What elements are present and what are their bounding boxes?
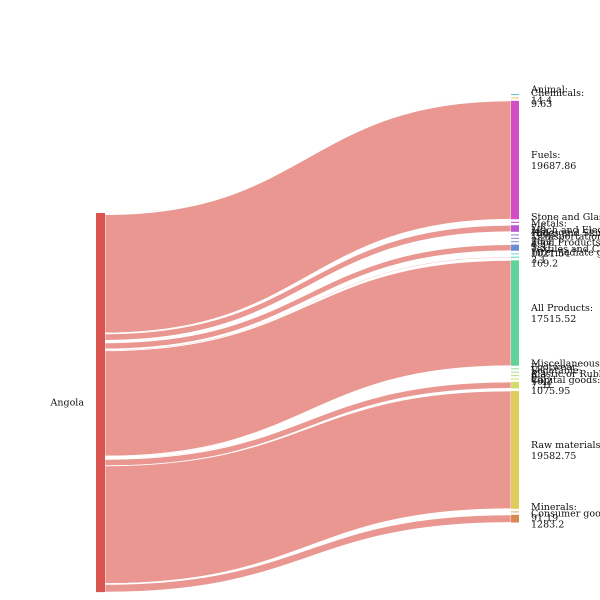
node-value-intermediate-goods: 169.2 [531,258,558,269]
node-label-minerals: Minerals: [531,502,577,513]
node-label-angola: Angola [50,398,85,409]
node-angola [96,213,105,593]
node-value-animal: 14.4 [531,95,552,106]
node-value-raw-materials: 19582.75 [531,451,576,462]
node-value-footwear: 0.5 [531,373,546,384]
node-vegetable [511,375,519,377]
node-all-products [511,260,519,366]
node-label-textiles-and-clothing: Textiles and Clothing: [531,244,600,255]
node-value-transportation: 5.31 [531,243,552,254]
node-capital-goods [511,381,519,389]
node-plastic-or-rubber [511,378,519,380]
node-label-miscellaneous: Miscellaneous: [531,359,600,370]
node-value-capital-goods: 1075.95 [531,386,570,397]
link-metals [104,224,512,341]
node-fuels [511,100,519,220]
sankey-links [104,93,512,593]
node-chemicals [511,97,519,99]
node-label-metals: Metals: [531,219,567,230]
node-label-hides-and-skins: Hides and Skins: [531,228,600,239]
node-hides-and-skins [511,237,519,239]
node-raw-materials [511,391,519,509]
node-footwear [511,371,519,373]
node-label-plastic-or-rubber: Plastic or Rubber: [531,369,600,380]
node-value-chemicals: 9.63 [531,99,552,110]
node-consumer-goods [511,514,519,523]
node-value-mach-and-elec: 20.4 [531,236,552,247]
link-all-products [104,259,512,457]
node-textiles-and-clothing [511,253,519,255]
node-label-fuels: Fuels: [531,150,560,161]
node-animal [511,94,519,95]
node-label-vegetable: Vegetable: [530,366,582,377]
node-value-textiles-and-clothing: 3.1 [531,255,546,266]
node-value-stone-and-glass: 7.6 [531,223,546,234]
node-label-capital-goods: Capital goods: [531,375,600,386]
node-food-products [511,244,519,251]
node-value-hides-and-skins: 4.2 [531,239,546,250]
node-value-food-products: 1021.54 [531,249,570,260]
node-label-consumer-goods: Consumer goods: [531,509,600,520]
node-value-all-products: 17515.52 [531,314,576,325]
link-capital-goods [104,381,512,467]
node-value-fuels: 19687.86 [531,161,576,172]
node-metals [511,225,519,232]
node-label-intermediate-goods: Intermediate goods: [531,247,600,258]
node-value-minerals: 91.19 [531,513,558,524]
sankey-nodes [96,94,519,593]
node-label-stone-and-glass: Stone and Glass: [531,212,600,223]
node-intermediate-goods [511,256,519,258]
node-value-vegetable: 10.2 [531,377,552,388]
node-mach-and-elec [511,234,519,236]
node-label-transportation: Transportation: [531,232,600,243]
node-label-animal: Animal: [530,84,568,95]
node-value-consumer-goods: 1283.2 [531,520,564,531]
node-value-miscellaneous: 6.3 [531,370,546,381]
link-raw-materials [104,390,512,584]
link-food-products [104,244,512,350]
node-miscellaneous [511,368,519,370]
node-label-raw-materials: Raw materials: [531,440,600,451]
node-value-plastic-or-rubber: 7.31 [531,380,552,391]
node-value-metals: 1093.97 [531,230,570,241]
node-label-food-products: Food Products: [531,238,600,249]
node-minerals [511,511,519,513]
node-label-footwear: Footwear: [531,362,580,373]
node-label-mach-and-elec: Mach and Elec: [531,225,600,236]
node-stone-and-glass [511,221,519,223]
node-transportation [511,241,519,243]
node-label-all-products: All Products: [530,303,593,314]
node-label-chemicals: Chemicals: [531,88,584,99]
